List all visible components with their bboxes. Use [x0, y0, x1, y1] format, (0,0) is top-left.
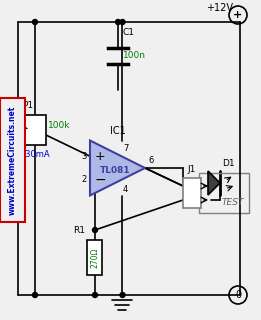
- Text: −: −: [95, 173, 107, 187]
- Text: 100n: 100n: [123, 51, 146, 60]
- Text: R1: R1: [74, 226, 86, 235]
- Text: J1: J1: [188, 165, 196, 174]
- Circle shape: [92, 292, 98, 298]
- Text: 3: 3: [82, 152, 87, 161]
- Text: 0...30mA: 0...30mA: [12, 150, 50, 159]
- Text: C1: C1: [123, 28, 135, 37]
- Text: 100k: 100k: [48, 121, 70, 130]
- Text: P1: P1: [22, 101, 33, 110]
- Text: +: +: [95, 150, 106, 163]
- Bar: [24, 115, 46, 145]
- Polygon shape: [90, 140, 145, 196]
- Bar: [199, 173, 249, 213]
- Circle shape: [116, 20, 121, 25]
- Circle shape: [33, 292, 38, 298]
- Text: 0: 0: [235, 290, 241, 300]
- Text: TL081: TL081: [100, 165, 131, 174]
- Text: +12V: +12V: [206, 3, 234, 13]
- Text: 6: 6: [148, 156, 153, 165]
- Text: 2: 2: [82, 175, 87, 184]
- Circle shape: [120, 292, 125, 298]
- Bar: [87, 240, 103, 275]
- Text: 4: 4: [123, 185, 128, 194]
- Circle shape: [188, 196, 196, 204]
- Circle shape: [120, 20, 125, 25]
- Circle shape: [33, 20, 38, 25]
- Circle shape: [92, 228, 98, 233]
- Text: +: +: [233, 10, 243, 20]
- Text: IC1: IC1: [110, 125, 125, 135]
- Circle shape: [188, 182, 196, 190]
- Text: www.ExtremeCircuits.net: www.ExtremeCircuits.net: [8, 105, 17, 215]
- Text: 270Ω: 270Ω: [91, 247, 99, 268]
- Text: TEST: TEST: [222, 198, 245, 207]
- Text: 7: 7: [123, 143, 128, 153]
- Bar: [183, 178, 201, 208]
- Polygon shape: [208, 171, 220, 195]
- Text: D1: D1: [222, 159, 235, 168]
